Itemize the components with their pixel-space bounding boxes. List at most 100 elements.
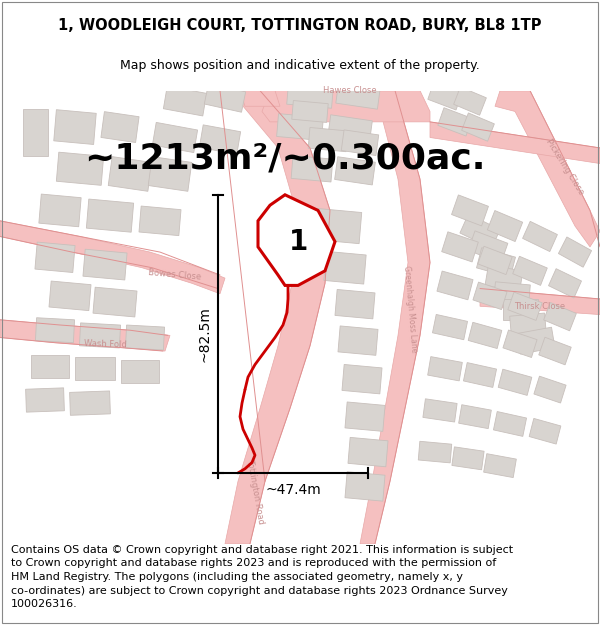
Polygon shape <box>338 326 378 356</box>
Text: Thirsk Close: Thirsk Close <box>514 302 566 311</box>
Polygon shape <box>56 152 104 186</box>
Polygon shape <box>484 454 517 478</box>
Polygon shape <box>0 320 170 351</box>
Polygon shape <box>534 376 566 403</box>
Polygon shape <box>509 313 547 337</box>
Polygon shape <box>539 338 571 365</box>
Polygon shape <box>360 91 430 544</box>
Polygon shape <box>336 82 380 109</box>
Polygon shape <box>199 125 241 154</box>
Polygon shape <box>335 289 375 319</box>
Polygon shape <box>152 122 197 152</box>
Polygon shape <box>458 405 491 429</box>
Polygon shape <box>437 271 473 300</box>
Polygon shape <box>75 357 115 380</box>
Text: Wash Fold: Wash Fold <box>83 339 127 349</box>
Polygon shape <box>428 82 462 110</box>
Polygon shape <box>476 248 515 278</box>
Polygon shape <box>163 86 206 116</box>
Polygon shape <box>473 282 507 309</box>
Polygon shape <box>341 130 379 156</box>
Polygon shape <box>513 256 547 286</box>
Polygon shape <box>418 441 452 463</box>
Polygon shape <box>287 83 333 108</box>
Text: ~47.4m: ~47.4m <box>265 482 321 497</box>
Polygon shape <box>277 114 323 141</box>
Polygon shape <box>503 299 538 320</box>
Polygon shape <box>31 355 69 378</box>
Polygon shape <box>205 84 245 112</box>
Polygon shape <box>454 87 487 115</box>
Text: Greenhalgh Moss Lane: Greenhalgh Moss Lane <box>402 266 418 353</box>
Polygon shape <box>49 281 91 311</box>
Polygon shape <box>433 314 467 340</box>
Polygon shape <box>101 112 139 142</box>
Polygon shape <box>442 232 478 262</box>
Polygon shape <box>523 221 557 251</box>
Polygon shape <box>438 107 472 136</box>
Polygon shape <box>86 199 134 232</box>
Text: Tottington Road: Tottington Road <box>245 459 265 525</box>
Polygon shape <box>498 369 532 396</box>
Polygon shape <box>494 282 530 306</box>
Polygon shape <box>328 115 373 144</box>
Polygon shape <box>345 472 385 501</box>
Polygon shape <box>324 251 366 284</box>
Text: Pickering Close: Pickering Close <box>544 137 586 196</box>
Text: ~82.5m: ~82.5m <box>198 306 212 362</box>
Polygon shape <box>83 249 127 280</box>
Polygon shape <box>220 91 330 544</box>
Text: ~1213m²/~0.300ac.: ~1213m²/~0.300ac. <box>85 141 485 176</box>
Text: Hawes Close: Hawes Close <box>323 86 377 95</box>
Polygon shape <box>342 364 382 394</box>
Text: Contains OS data © Crown copyright and database right 2021. This information is : Contains OS data © Crown copyright and d… <box>11 545 513 609</box>
Polygon shape <box>468 231 508 263</box>
Text: 1, WOODLEIGH COURT, TOTTINGTON ROAD, BURY, BL8 1TP: 1, WOODLEIGH COURT, TOTTINGTON ROAD, BUR… <box>58 18 542 33</box>
Polygon shape <box>0 221 225 294</box>
Polygon shape <box>308 127 348 152</box>
Polygon shape <box>108 157 152 191</box>
Polygon shape <box>262 91 430 122</box>
Polygon shape <box>23 109 47 156</box>
Polygon shape <box>54 110 96 144</box>
Polygon shape <box>508 292 542 321</box>
Polygon shape <box>26 388 64 412</box>
Polygon shape <box>79 323 121 348</box>
Text: Bowes Close: Bowes Close <box>148 268 202 282</box>
Polygon shape <box>345 402 385 431</box>
Polygon shape <box>493 411 527 436</box>
Polygon shape <box>35 318 74 342</box>
Polygon shape <box>487 211 523 241</box>
Polygon shape <box>125 325 164 350</box>
Polygon shape <box>430 122 600 164</box>
Polygon shape <box>485 265 523 291</box>
Polygon shape <box>314 208 362 244</box>
Polygon shape <box>335 157 376 185</box>
Polygon shape <box>428 357 463 381</box>
Polygon shape <box>544 302 577 331</box>
Polygon shape <box>478 246 512 274</box>
Polygon shape <box>35 242 75 272</box>
Polygon shape <box>529 418 561 444</box>
Polygon shape <box>148 157 192 191</box>
Polygon shape <box>559 237 592 268</box>
Polygon shape <box>517 328 555 354</box>
Polygon shape <box>503 330 537 357</box>
Polygon shape <box>423 399 457 422</box>
Polygon shape <box>121 361 159 383</box>
Polygon shape <box>139 206 181 236</box>
Text: Map shows position and indicative extent of the property.: Map shows position and indicative extent… <box>120 59 480 72</box>
Polygon shape <box>452 447 484 470</box>
Polygon shape <box>452 195 488 226</box>
Polygon shape <box>292 101 328 122</box>
Polygon shape <box>468 322 502 349</box>
Text: 1: 1 <box>289 228 308 256</box>
Polygon shape <box>460 214 500 248</box>
Polygon shape <box>495 91 600 247</box>
Polygon shape <box>463 362 497 388</box>
Polygon shape <box>93 288 137 317</box>
Polygon shape <box>480 289 600 314</box>
Polygon shape <box>240 91 280 106</box>
Polygon shape <box>291 156 333 182</box>
Polygon shape <box>258 195 335 286</box>
